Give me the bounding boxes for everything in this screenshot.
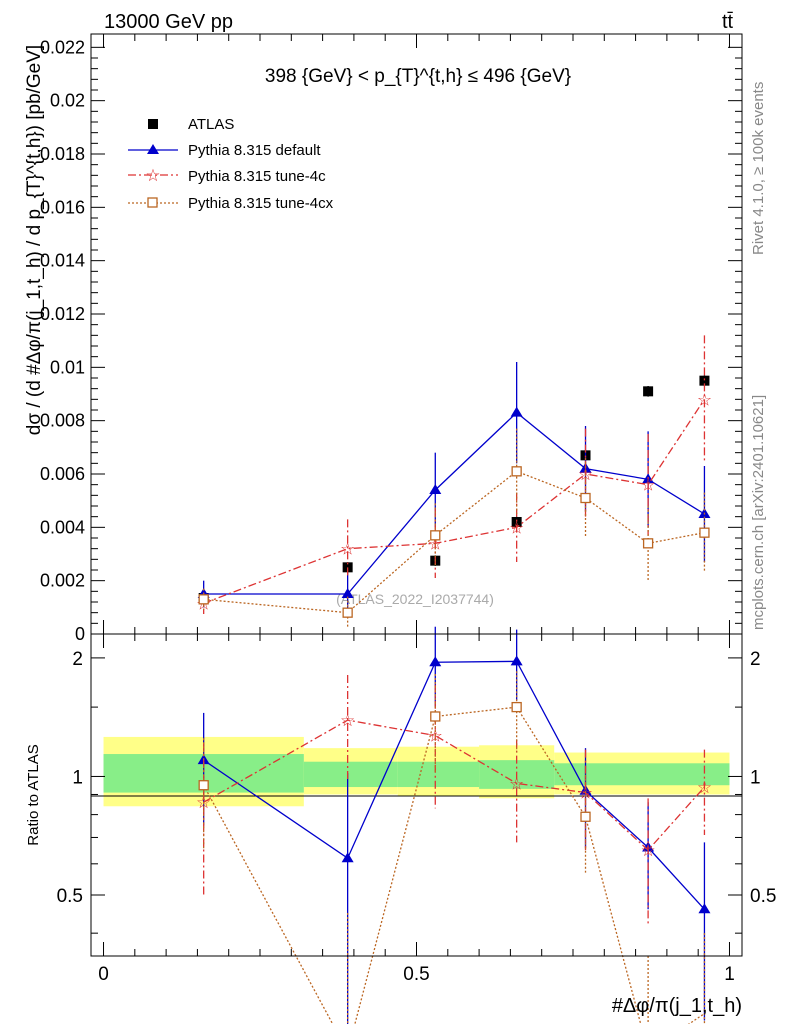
main-y-tick-label: 0.002	[40, 571, 85, 591]
ratio-point-default	[429, 656, 442, 667]
main-point-tune4cx	[342, 607, 353, 618]
main-y-tick-label: 0.014	[40, 251, 85, 271]
ratio-band-bin	[303, 761, 398, 788]
ratio-bands	[103, 736, 730, 807]
legend-label-default: Pythia 8.315 default	[188, 142, 321, 159]
ratio-data: ☆☆☆☆ ☆☆☆	[196, 626, 712, 1024]
legend: ATLAS Pythia 8.315 default ☆ Pythia 8.31…	[128, 116, 334, 212]
legend-label-tune4c: Pythia 8.315 tune-4c	[188, 168, 326, 185]
main-point-tune4c: ☆	[509, 518, 524, 537]
ratio-y-tick-label: 0.5	[57, 886, 83, 907]
x-axis-label: #Δφ/π(j_1,t_h)	[612, 995, 742, 1017]
ratio-point-default	[510, 655, 523, 666]
main-point-atlas	[643, 386, 654, 397]
ratio-x-tick-label: 1	[724, 964, 735, 985]
collision-label: 13000 GeV pp	[104, 11, 233, 33]
main-point-tune4cx	[511, 466, 522, 477]
ratio-x-tick-label: 0	[98, 964, 109, 985]
main-y-label: dσ / (d #Δφ/π(j_1,t_h) / d p_{T}^{t,h}) …	[24, 45, 45, 435]
legend-marker-atlas	[148, 119, 158, 129]
ratio-y-axis: 0.5 0.5 1 1 2 2	[57, 649, 776, 934]
ratio-point-default	[579, 784, 592, 795]
mcplots-label: mcplots.cern.ch [arXiv:2401.10621]	[750, 395, 767, 630]
rivet-label: Rivet 4.1.0, ≥ 100k events	[750, 82, 767, 255]
ratio-y-tick-label-right: 2	[750, 649, 761, 670]
main-y-tick-label: 0.01	[50, 357, 85, 377]
analysis-watermark: (ATLAS_2022_I2037744)	[336, 591, 494, 607]
ratio-point-tune4c: ☆	[578, 784, 593, 803]
ratio-y-tick-label: 1	[72, 767, 83, 788]
main-y-tick-label: 0	[75, 624, 85, 644]
main-point-tune4cx	[430, 530, 441, 541]
ratio-point-tune4c: ☆	[640, 841, 655, 860]
legend-marker-tune4c: ☆	[145, 166, 160, 185]
ratio-point-tune4cx	[511, 701, 522, 713]
main-point-default	[429, 484, 442, 494]
main-y-tick-label: 0.022	[40, 37, 85, 57]
ratio-band-bin	[554, 763, 730, 786]
main-point-default	[510, 406, 523, 417]
main-y-tick-label: 0.02	[50, 91, 85, 111]
ratio-point-tune4cx	[430, 711, 441, 722]
main-point-atlas	[699, 375, 710, 386]
ratio-point-tune4c: ☆	[509, 774, 524, 793]
ratio-point-tune4cx	[198, 780, 209, 791]
ratio-y-tick-label: 2	[72, 649, 83, 670]
legend-marker-tune4cx	[147, 197, 158, 208]
main-point-tune4cx	[642, 538, 654, 549]
ratio-x-tick-label: 0.5	[403, 964, 429, 985]
ratio-point-tune4c: ☆	[697, 778, 712, 797]
ratio-y-tick-label-right: 1	[750, 767, 761, 788]
ratio-x-axis: 0 0.5 1	[98, 634, 735, 985]
main-point-tune4cx	[699, 527, 710, 538]
main-point-tune4cx	[198, 594, 209, 605]
main-point-atlas	[511, 517, 522, 527]
main-point-tune4c: ☆	[640, 476, 655, 495]
main-y-tick-label: 0.008	[40, 411, 85, 431]
ratio-point-default	[698, 903, 711, 914]
ratio-point-tune4cx	[580, 811, 591, 822]
legend-marker-default	[147, 144, 159, 154]
ratio-point-tune4c: ☆	[428, 727, 443, 746]
main-y-tick-label: 0.018	[40, 144, 85, 164]
main-point-tune4c: ☆	[340, 540, 355, 559]
main-y-tick-label: 0.004	[40, 517, 85, 537]
main-y-tick-label: 0.016	[40, 197, 85, 217]
main-y-tick-label: 0.006	[40, 464, 85, 484]
ratio-y-label: Ratio to ATLAS	[25, 744, 42, 845]
main-point-tune4cx	[580, 492, 591, 504]
ratio-y-tick-label-right: 0.5	[750, 886, 776, 907]
main-series-line	[203, 411, 705, 595]
legend-label-tune4cx: Pythia 8.315 tune-4cx	[188, 195, 334, 212]
main-y-tick-label: 0.012	[40, 304, 85, 324]
main-x-ticks	[103, 34, 730, 634]
legend-label-atlas: ATLAS	[188, 116, 234, 133]
ratio-band-bin	[397, 761, 480, 788]
main-point-default	[341, 588, 354, 598]
main-title: 398 {GeV} < p_{T}^{t,h} ≤ 496 {GeV}	[265, 66, 571, 87]
process-label: tt̄	[722, 11, 734, 33]
main-data: ☆☆☆☆☆☆☆	[196, 335, 712, 629]
main-y-axis: 0 0.002 0.004 0.006 0.008 0.01 0.012 0.014 0.016…	[40, 37, 742, 644]
ratio-point-default	[341, 852, 354, 863]
ratio-point-tune4c: ☆	[340, 711, 355, 730]
main-series-line	[203, 398, 705, 604]
main-point-tune4c: ☆	[697, 390, 712, 409]
